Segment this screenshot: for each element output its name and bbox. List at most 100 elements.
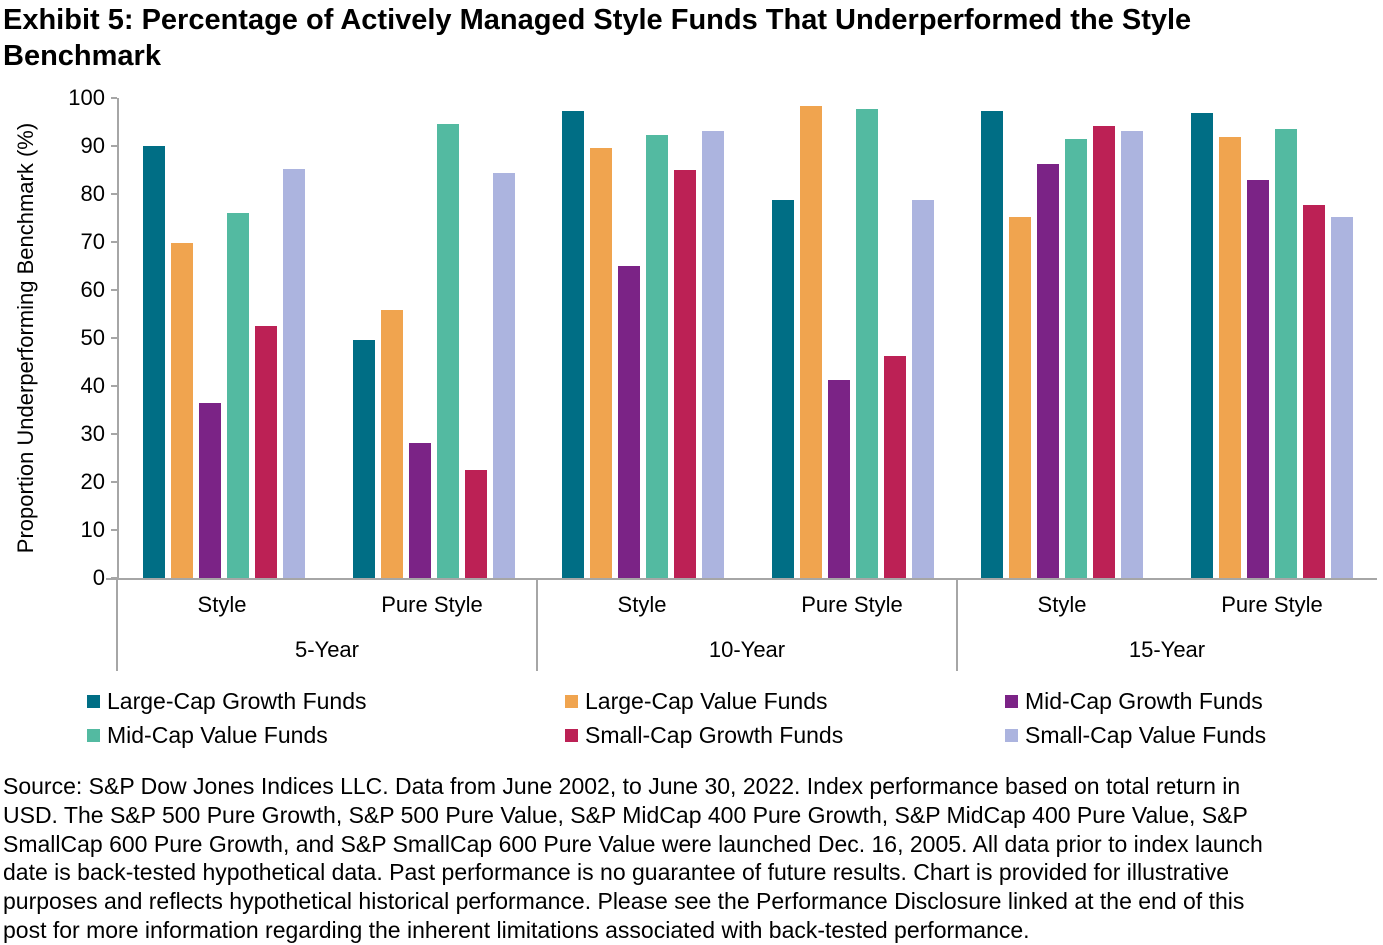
y-tick-mark: [111, 97, 117, 99]
category-group: [329, 98, 539, 578]
bar: [674, 170, 697, 578]
y-tick-label: 30: [80, 421, 105, 446]
legend-label: Large-Cap Growth Funds: [107, 687, 367, 714]
bar: [408, 443, 431, 578]
y-tick-mark: [111, 529, 117, 531]
group-separator: [536, 580, 538, 671]
y-tick-mark: [111, 193, 117, 195]
chart-title: Exhibit 5: Percentage of Actively Manage…: [3, 4, 1192, 72]
bar: [1191, 112, 1214, 578]
x-axis-subcategory-labels: Style Pure Style Style Pure Style Style Pure …: [117, 592, 1377, 618]
bar: [827, 380, 850, 578]
y-tick-mark: [111, 337, 117, 339]
y-tick-label: 40: [80, 373, 105, 398]
x-period-label: 10-Year: [708, 637, 786, 662]
bar: [464, 470, 487, 578]
x-period-label: 15-Year: [1128, 637, 1206, 662]
bar: [590, 147, 613, 578]
legend-swatch-icon: [87, 694, 100, 708]
x-tick-label: Pure Style: [381, 592, 483, 617]
group-separator: [956, 580, 958, 671]
bar: [855, 108, 878, 578]
legend-label: Mid-Cap Value Funds: [107, 721, 328, 748]
legend-label: Mid-Cap Growth Funds: [1025, 687, 1263, 714]
category-group: [1167, 98, 1377, 578]
bar: [646, 135, 669, 578]
subcategory-label-section: Style Pure Style: [957, 592, 1377, 618]
period-section: [538, 98, 957, 578]
bar: [170, 242, 193, 578]
period-section: [958, 98, 1377, 578]
bar: [436, 124, 459, 578]
legend: Large-Cap Growth Funds Large-Cap Value Fu…: [0, 686, 1383, 750]
subcategory-label-section: Style Pure Style: [537, 592, 957, 618]
y-axis-title: Proportion Underperforming Benchmark (%): [13, 122, 38, 554]
bar: [771, 200, 794, 578]
y-tick-label: 10: [80, 517, 105, 542]
bar: [380, 310, 403, 578]
y-tick-label: 70: [80, 229, 105, 254]
legend-swatch-icon: [565, 694, 578, 708]
y-axis-extension: [116, 580, 118, 671]
bar-chart: Proportion Underperforming Benchmark (%)…: [0, 85, 1383, 678]
legend-swatch-icon: [1005, 694, 1018, 708]
y-tick-mark: [111, 289, 117, 291]
bar: [282, 169, 305, 578]
y-tick-label: 90: [80, 133, 105, 158]
bar: [618, 266, 641, 578]
bar: [254, 326, 277, 578]
x-tick-label: Style: [617, 592, 667, 617]
x-axis-line: [106, 578, 118, 580]
category-group: [958, 98, 1168, 578]
y-tick-label: 0: [92, 565, 105, 590]
y-tick-label: 80: [80, 181, 105, 206]
x-tick-label: Style: [197, 592, 247, 617]
x-period-label: 5-Year: [294, 637, 359, 662]
category-group: [119, 98, 329, 578]
bar: [1009, 216, 1032, 578]
bar: [799, 106, 822, 578]
bar: [562, 110, 585, 578]
legend-item: Small-Cap Growth Funds: [565, 722, 843, 748]
y-tick-label: 50: [80, 325, 105, 350]
source-note-line: USD. The S&P 500 Pure Growth, S&P 500 Pu…: [3, 801, 1248, 828]
bar: [198, 403, 221, 578]
y-tick-label: 100: [68, 85, 105, 110]
bar: [352, 340, 375, 578]
source-note-line: post for more information regarding the …: [3, 916, 1030, 943]
legend-swatch-icon: [87, 728, 100, 742]
bar: [1247, 179, 1270, 578]
y-tick-mark: [111, 481, 117, 483]
legend-item: Large-Cap Value Funds: [565, 688, 828, 714]
source-note-line: SmallCap 600 Pure Growth, and S&P SmallC…: [3, 830, 1263, 857]
legend-swatch-icon: [1005, 728, 1018, 742]
source-note-line: date is back-tested hypothetical data. P…: [3, 859, 1230, 886]
category-group: [748, 98, 958, 578]
legend-item: Large-Cap Growth Funds: [87, 688, 367, 714]
bar: [883, 356, 906, 578]
bar: [142, 146, 165, 578]
y-tick-mark: [111, 433, 117, 435]
y-tick-mark: [111, 385, 117, 387]
period-section: [119, 98, 538, 578]
bar: [911, 200, 934, 578]
bar: [702, 131, 725, 578]
source-note-line: Source: S&P Dow Jones Indices LLC. Data …: [3, 773, 1241, 799]
bar: [981, 110, 1004, 578]
bar: [1121, 131, 1144, 578]
x-tick-label: Style: [1037, 592, 1087, 617]
y-tick-mark: [111, 241, 117, 243]
legend-item: Mid-Cap Growth Funds: [1005, 688, 1263, 714]
category-group: [538, 98, 748, 578]
source-note: Source: S&P Dow Jones Indices LLC. Data …: [3, 772, 1381, 945]
bar: [1219, 137, 1242, 578]
legend-label: Small-Cap Growth Funds: [585, 721, 844, 748]
source-note-line: purposes and reflects hypothetical histo…: [3, 888, 1245, 915]
y-tick-label: 60: [80, 277, 105, 302]
bar: [1303, 204, 1326, 578]
bar: [1093, 126, 1116, 578]
legend-swatch-icon: [565, 728, 578, 742]
legend-label: Large-Cap Value Funds: [585, 687, 828, 714]
x-axis-period-labels: 5-Year 10-Year 15-Year: [117, 637, 1377, 663]
